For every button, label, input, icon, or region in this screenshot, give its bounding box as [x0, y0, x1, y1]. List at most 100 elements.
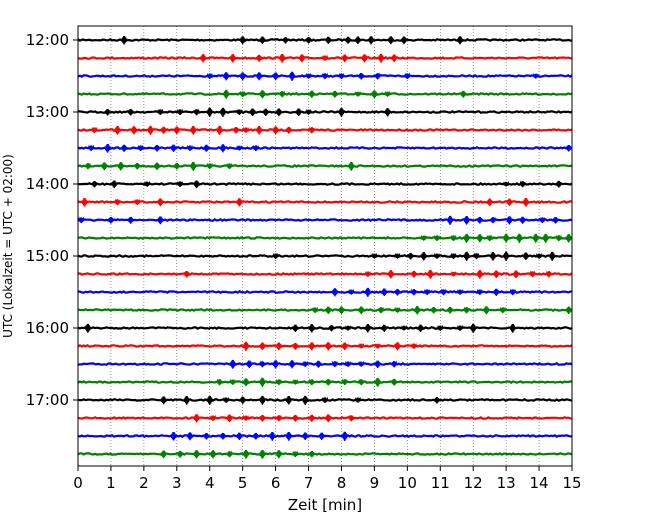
trace-burst	[341, 342, 349, 351]
trace-line	[77, 91, 573, 96]
trace-burst	[232, 126, 240, 134]
trace-burst	[249, 108, 256, 117]
trace-burst	[236, 145, 243, 151]
trace-burst	[380, 288, 388, 297]
trace-burst	[301, 395, 309, 405]
trace-burst	[324, 306, 332, 314]
trace-burst	[420, 234, 428, 241]
trace-burst	[226, 450, 233, 458]
trace-burst	[84, 323, 92, 333]
trace-burst	[374, 343, 382, 349]
trace-burst	[371, 252, 378, 259]
trace-burst	[292, 324, 299, 332]
trace-burst	[91, 181, 98, 188]
trace-burst	[259, 415, 266, 422]
trace-burst	[156, 198, 164, 207]
trace-burst	[236, 198, 243, 207]
trace-burst	[324, 378, 332, 386]
trace-burst	[384, 90, 391, 97]
trace-burst	[308, 451, 316, 458]
y-tick-label: 14:00	[26, 175, 69, 193]
trace-burst	[341, 54, 349, 63]
trace-burst	[555, 180, 563, 188]
trace-1500	[77, 251, 573, 262]
trace-burst	[456, 288, 464, 295]
trace-burst	[193, 414, 200, 423]
y-tick-label: 13:00	[26, 103, 69, 121]
trace-burst	[433, 397, 441, 404]
trace-burst	[515, 233, 523, 243]
trace-burst	[377, 53, 385, 63]
trace-burst	[367, 36, 375, 45]
trace-burst	[338, 72, 345, 79]
trace-burst	[255, 72, 263, 81]
trace-line	[77, 181, 573, 187]
trace-burst	[400, 325, 408, 331]
trace-1630	[77, 359, 573, 369]
trace-burst	[308, 414, 316, 422]
trace-burst	[117, 162, 125, 171]
trace-burst	[242, 449, 250, 459]
trace-burst	[156, 108, 164, 115]
x-tick-label: 11	[431, 474, 450, 492]
trace-burst	[305, 108, 312, 115]
trace-burst	[321, 396, 329, 404]
trace-line	[77, 235, 573, 241]
trace-burst	[100, 162, 108, 171]
x-tick-label: 14	[530, 474, 549, 492]
trace-burst	[565, 145, 573, 152]
trace-burst	[292, 450, 299, 458]
trace-burst	[239, 72, 247, 81]
trace-burst	[417, 324, 424, 332]
trace-burst	[410, 270, 418, 278]
trace-burst	[133, 163, 141, 170]
trace-burst	[476, 234, 484, 243]
trace-burst	[308, 324, 316, 333]
y-tick-label: 15:00	[26, 247, 69, 265]
trace-burst	[203, 144, 210, 152]
trace-burst	[292, 379, 299, 385]
trace-burst	[357, 306, 365, 315]
trace-burst	[390, 360, 398, 368]
trace-burst	[160, 396, 167, 405]
trace-burst	[407, 253, 414, 260]
trace-burst	[183, 396, 191, 405]
trace-burst	[259, 395, 266, 405]
trace-line	[77, 433, 573, 438]
trace-burst	[153, 144, 161, 152]
trace-burst	[216, 125, 223, 135]
trace-burst	[209, 414, 217, 421]
trace-burst	[420, 252, 428, 261]
trace-burst	[176, 450, 184, 458]
trace-burst	[206, 395, 214, 405]
trace-burst	[476, 216, 484, 224]
trace-burst	[272, 252, 279, 259]
trace-burst	[242, 126, 250, 133]
trace-burst	[245, 360, 253, 369]
trace-burst	[492, 270, 500, 279]
y-tick-label: 12:00	[26, 31, 69, 49]
trace-burst	[394, 306, 401, 313]
trace-burst	[156, 216, 164, 225]
x-tick-label: 2	[139, 474, 149, 492]
trace-burst	[143, 180, 151, 187]
y-tick-label: 17:00	[26, 391, 69, 409]
trace-burst	[298, 54, 306, 63]
trace-1530	[78, 287, 573, 297]
x-tick-label: 0	[73, 474, 83, 492]
trace-burst	[394, 289, 401, 296]
trace-burst	[483, 306, 490, 315]
trace-1300	[78, 107, 573, 117]
trace-1430	[77, 215, 573, 225]
trace-burst	[446, 306, 454, 314]
x-tick-label: 12	[464, 474, 483, 492]
trace-burst	[282, 37, 289, 44]
trace-burst	[308, 126, 316, 134]
trace-burst	[259, 90, 266, 99]
trace-burst	[354, 396, 362, 403]
trace-burst	[344, 36, 352, 44]
trace-burst	[519, 180, 526, 188]
trace-burst	[565, 234, 573, 243]
trace-burst	[84, 162, 92, 170]
